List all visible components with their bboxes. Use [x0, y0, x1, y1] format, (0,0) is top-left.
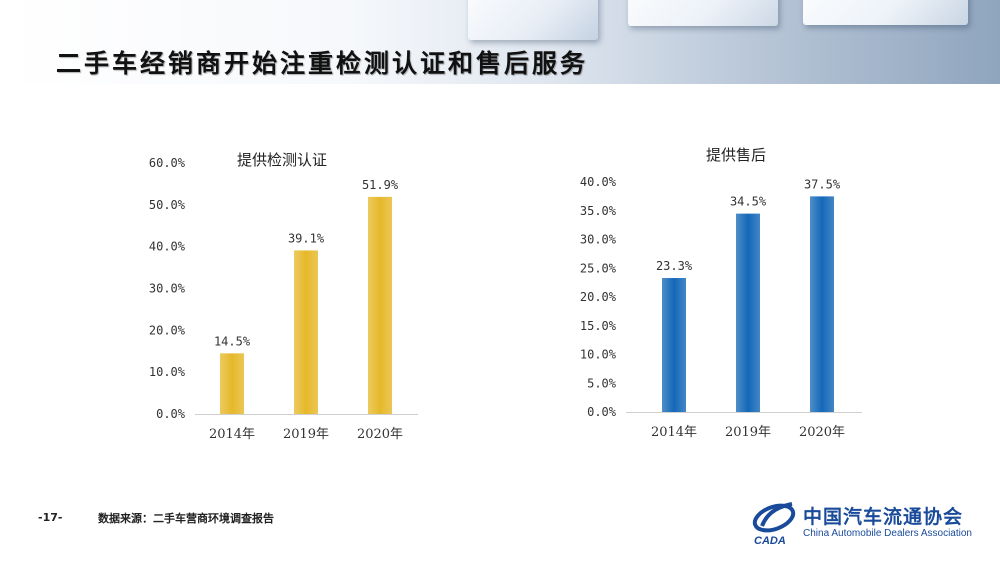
y-tick-label: 40.0%: [149, 240, 186, 254]
y-tick-label: 35.0%: [580, 204, 617, 218]
chart-after-sales: 提供售后 0.0% 5.0% 10.0% 15.0% 20.0% 25.0% 30.0% 35.…: [580, 146, 862, 440]
y-tick-label: 25.0%: [580, 261, 617, 275]
page-title: 二手车经销商开始注重检测认证和售后服务: [56, 49, 589, 78]
y-tick-label: 20.0%: [580, 290, 617, 304]
chart-title: 提供检测认证: [237, 151, 327, 169]
x-tick-label: 2020年: [357, 427, 403, 442]
y-tick-label: 0.0%: [156, 407, 186, 421]
bar: [662, 278, 686, 412]
logo-english-name: China Automobile Dealers Association: [803, 528, 972, 539]
svg-text:CADA: CADA: [754, 535, 786, 547]
y-tick-label: 30.0%: [149, 282, 186, 296]
y-tick-label: 60.0%: [149, 156, 186, 170]
decor-box: [468, 0, 598, 40]
cada-logo-icon: CADA: [752, 502, 796, 547]
y-tick-label: 50.0%: [149, 198, 186, 212]
bar: [368, 196, 392, 414]
chart-inspection-certification: 提供检测认证 0.0% 10.0% 20.0% 30.0% 40.0% 50.0% 60.0%…: [149, 151, 418, 442]
data-label: 37.5%: [804, 177, 841, 191]
data-label: 51.9%: [362, 178, 399, 192]
bar: [294, 250, 318, 414]
x-tick-label: 2020年: [799, 425, 845, 440]
header-banner: 二手车经销商开始注重检测认证和售后服务: [0, 0, 1000, 84]
y-tick-label: 40.0%: [580, 175, 617, 189]
y-tick-label: 0.0%: [587, 405, 617, 419]
association-logo: CADA 中国汽车流通协会 China Automobile Dealers A…: [748, 496, 988, 548]
chart-title: 提供售后: [706, 146, 766, 164]
data-label: 23.3%: [656, 259, 693, 273]
bar: [736, 213, 760, 412]
x-tick-label: 2019年: [725, 425, 771, 440]
bar: [220, 353, 244, 414]
decor-box: [628, 0, 778, 26]
y-tick-label: 15.0%: [580, 319, 617, 333]
data-label: 34.5%: [730, 195, 767, 209]
x-tick-label: 2019年: [283, 427, 329, 442]
x-tick-label: 2014年: [651, 425, 697, 440]
data-source-note: 数据来源：二手车营商环境调查报告: [98, 512, 274, 525]
y-tick-label: 5.0%: [587, 376, 617, 390]
bar: [810, 196, 834, 412]
y-tick-label: 10.0%: [580, 348, 617, 362]
y-tick-label: 30.0%: [580, 233, 617, 247]
logo-chinese-name: 中国汽车流通协会: [803, 506, 964, 528]
y-tick-label: 10.0%: [149, 365, 186, 379]
y-tick-label: 20.0%: [149, 323, 186, 337]
decor-box: [803, 0, 968, 25]
page-number: -17-: [38, 511, 63, 524]
data-label: 14.5%: [214, 334, 251, 348]
x-tick-label: 2014年: [209, 427, 255, 442]
data-label: 39.1%: [288, 231, 325, 245]
